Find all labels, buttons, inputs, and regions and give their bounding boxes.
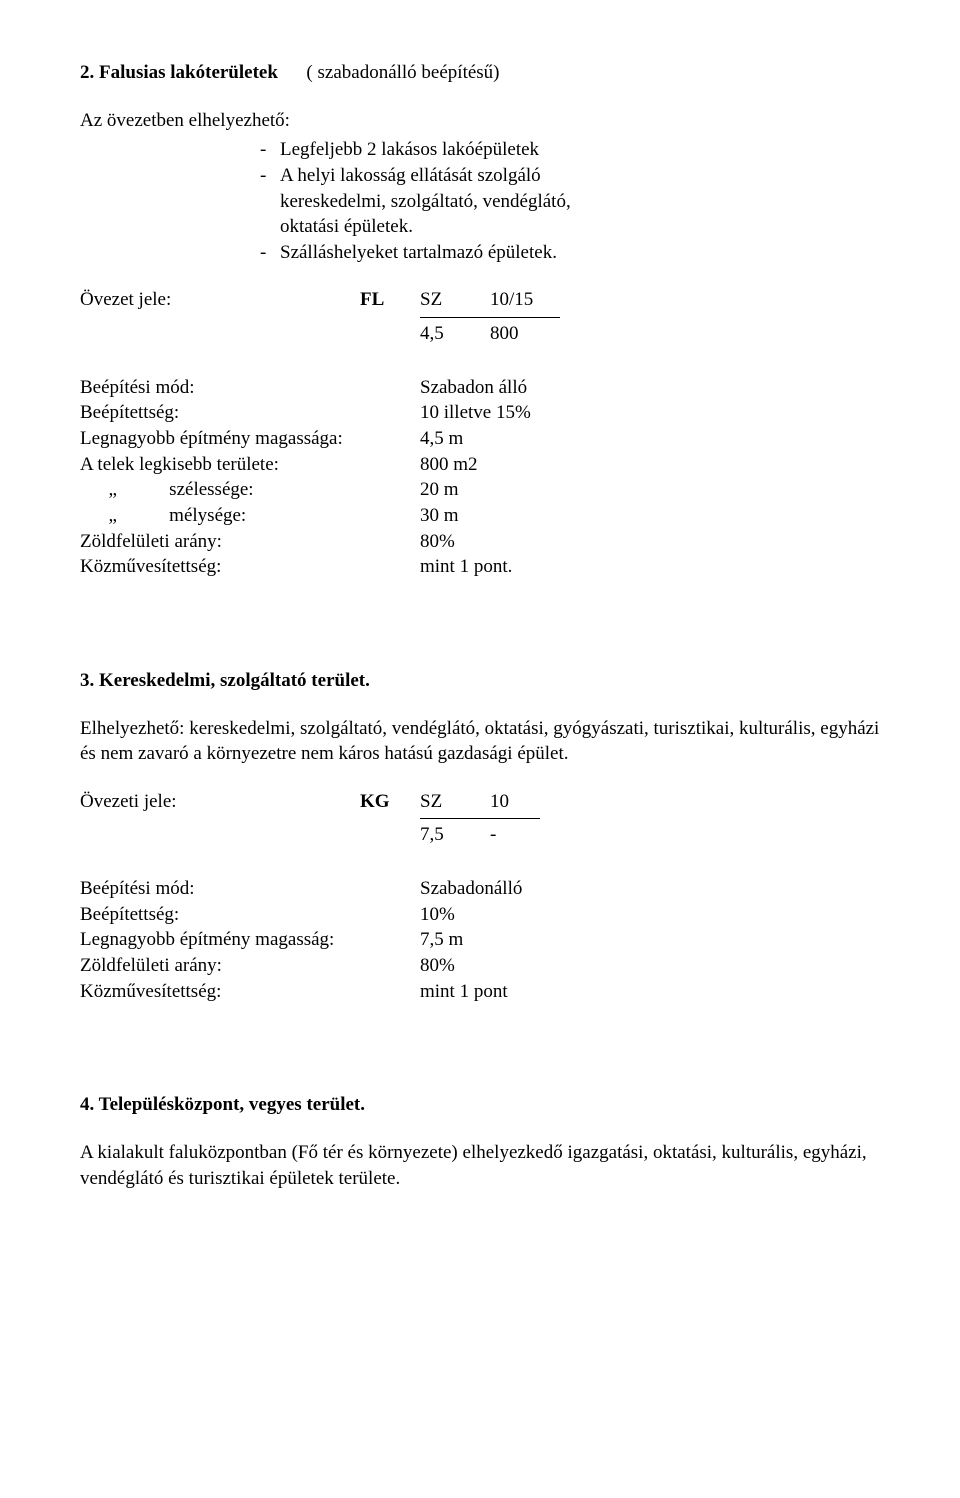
bullet-2: - A helyi lakosság ellátását szolgáló <box>260 163 890 189</box>
fraction-v1: 7,5 <box>420 822 490 848</box>
bullet-2-text: A helyi lakosság ellátását szolgáló <box>280 163 541 189</box>
fraction-rule <box>420 818 540 820</box>
spec-value: 20 m <box>420 477 890 503</box>
spec-row: Zöldfelületi arány:80% <box>80 953 890 979</box>
spec-value: mint 1 pont. <box>420 554 890 580</box>
spec-row: Közművesítettség:mint 1 pont. <box>80 554 890 580</box>
spec-value: 80% <box>420 953 890 979</box>
section-3-para: Elhelyezhető: kereskedelmi, szolgáltató,… <box>80 716 890 767</box>
spec-value: 10% <box>420 902 890 928</box>
fraction-row: 4,5 800 <box>420 321 560 347</box>
dash-icon: - <box>260 137 280 163</box>
bullet-list: - Legfeljebb 2 lakásos lakóépületek - A … <box>80 137 890 265</box>
section-3-title: 3. Kereskedelmi, szolgáltató terület. <box>80 668 890 694</box>
dash-icon: - <box>260 163 280 189</box>
spacer <box>260 189 280 215</box>
zone-label: Övezet jele: <box>80 287 360 313</box>
spec-table-2: Beépítési mód:Szabadon álló Beépítettség… <box>80 375 890 580</box>
spec-row: Beépítési mód:Szabadon álló <box>80 375 890 401</box>
spec-value: 800 m2 <box>420 452 890 478</box>
spacer <box>80 816 420 848</box>
zone-label: Övezeti jele: <box>80 789 360 815</box>
bullet-3: - Szálláshelyeket tartalmazó épületek. <box>260 240 890 266</box>
spec-label: Közművesítettség: <box>80 979 420 1005</box>
spec-label: Legnagyobb építmény magassága: <box>80 426 420 452</box>
spacer <box>80 620 890 668</box>
spec-label: Beépítési mód: <box>80 876 420 902</box>
fraction-row: 7,5 - <box>420 822 560 848</box>
spec-row: Közművesítettség:mint 1 pont <box>80 979 890 1005</box>
fraction-box: 7,5 - <box>420 816 560 848</box>
bullet-3-text: Szálláshelyeket tartalmazó épületek. <box>280 240 557 266</box>
spec-value: 4,5 m <box>420 426 890 452</box>
section-4: 4. Településközpont, vegyes terület. A k… <box>80 1092 890 1191</box>
fraction-v2: - <box>490 822 560 848</box>
spec-value: 80% <box>420 529 890 555</box>
spec-row: „ szélessége:20 m <box>80 477 890 503</box>
spec-value: Szabadonálló <box>420 876 890 902</box>
intro-line: Az övezetben elhelyezhető: <box>80 108 890 134</box>
zone-fraction: 4,5 800 <box>80 315 890 347</box>
zone-c2: SZ <box>420 287 490 313</box>
zone-code-row: Övezeti jele: KG SZ 10 <box>80 789 890 815</box>
spec-label: Zöldfelületi arány: <box>80 953 420 979</box>
dash-icon: - <box>260 240 280 266</box>
fraction-rule <box>420 317 560 319</box>
fraction-v1: 4,5 <box>420 321 490 347</box>
spec-value: 30 m <box>420 503 890 529</box>
spec-row: Beépítettség:10% <box>80 902 890 928</box>
section-2-title: 2. Falusias lakóterületek ( szabadonálló… <box>80 60 890 86</box>
spec-label: Közművesítettség: <box>80 554 420 580</box>
zone-c2: SZ <box>420 789 490 815</box>
zone-code-row: Övezet jele: FL SZ 10/15 <box>80 287 890 313</box>
spec-row: Legnagyobb építmény magasság:7,5 m <box>80 927 890 953</box>
zone-c3: 10 <box>490 789 560 815</box>
spacer <box>260 214 280 240</box>
spec-value: Szabadon álló <box>420 375 890 401</box>
spec-table-3: Beépítési mód:Szabadonálló Beépítettség:… <box>80 876 890 1004</box>
bullet-2c: oktatási épületek. <box>260 214 890 240</box>
spec-label: Beépítési mód: <box>80 375 420 401</box>
title-prefix: 2. Falusias lakóterületek <box>80 62 278 83</box>
spec-row: Beépítettség:10 illetve 15% <box>80 400 890 426</box>
section-2: 2. Falusias lakóterületek ( szabadonálló… <box>80 60 890 580</box>
spec-label: „ szélessége: <box>80 477 420 503</box>
spec-row: Beépítési mód:Szabadonálló <box>80 876 890 902</box>
bullet-1: - Legfeljebb 2 lakásos lakóépületek <box>260 137 890 163</box>
spec-label: Legnagyobb építmény magasság: <box>80 927 420 953</box>
section-3: 3. Kereskedelmi, szolgáltató terület. El… <box>80 668 890 1004</box>
spec-row: Zöldfelületi arány:80% <box>80 529 890 555</box>
bullet-2c-text: oktatási épületek. <box>280 214 413 240</box>
bullet-2b-text: kereskedelmi, szolgáltató, vendéglátó, <box>280 189 571 215</box>
spec-row: „ mélysége:30 m <box>80 503 890 529</box>
spec-label: „ mélysége: <box>80 503 420 529</box>
section-4-para: A kialakult faluközpontban (Fő tér és kö… <box>80 1140 890 1191</box>
title-suffix: ( szabadonálló beépítésű) <box>306 62 499 83</box>
fraction-box: 4,5 800 <box>420 315 560 347</box>
spec-row: A telek legkisebb területe:800 m2 <box>80 452 890 478</box>
zone-c3: 10/15 <box>490 287 560 313</box>
fraction-v2: 800 <box>490 321 560 347</box>
zone-fraction: 7,5 - <box>80 816 890 848</box>
spec-row: Legnagyobb építmény magassága:4,5 m <box>80 426 890 452</box>
spec-label: Zöldfelületi arány: <box>80 529 420 555</box>
spec-value: mint 1 pont <box>420 979 890 1005</box>
bullet-2b: kereskedelmi, szolgáltató, vendéglátó, <box>260 189 890 215</box>
zone-code: KG <box>360 789 420 815</box>
bullet-1-text: Legfeljebb 2 lakásos lakóépületek <box>280 137 539 163</box>
zone-code: FL <box>360 287 420 313</box>
spec-value: 10 illetve 15% <box>420 400 890 426</box>
spec-value: 7,5 m <box>420 927 890 953</box>
spacer <box>80 1044 890 1092</box>
spacer <box>80 315 420 347</box>
spec-label: Beépítettség: <box>80 400 420 426</box>
spec-label: A telek legkisebb területe: <box>80 452 420 478</box>
spec-label: Beépítettség: <box>80 902 420 928</box>
section-4-title: 4. Településközpont, vegyes terület. <box>80 1092 890 1118</box>
